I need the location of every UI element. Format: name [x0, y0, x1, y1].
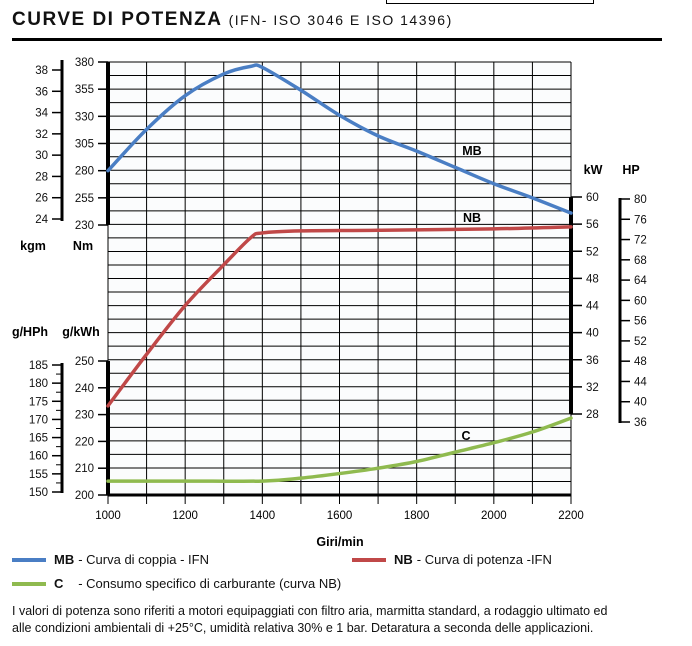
- legend-mb: MB - Curva di coppia - IFN: [12, 552, 209, 567]
- kgm-tick-label: 24: [35, 214, 48, 226]
- x-axis-label: Giri/min: [316, 535, 363, 549]
- kw-unit-label: kW: [584, 163, 603, 177]
- ghph-tick-label: 160: [29, 451, 48, 463]
- legend-c: C - Consumo specifico di carburante (cur…: [12, 576, 341, 591]
- kw-tick-label: 52: [586, 246, 599, 258]
- x-tick-label: 1600: [327, 510, 353, 522]
- x-tick-label: 1400: [250, 510, 276, 522]
- hp-tick-label: 68: [634, 255, 647, 267]
- kw-tick-label: 28: [586, 409, 599, 421]
- ghph-tick-label: 150: [29, 487, 48, 499]
- kw-tick-label: 60: [586, 192, 599, 204]
- series-line-c: [106, 416, 573, 484]
- title-rule: [12, 38, 662, 41]
- kgm-unit-label: kgm: [20, 239, 46, 253]
- x-tick-label: 2200: [558, 510, 584, 522]
- x-tick-label: 1800: [404, 510, 430, 522]
- kgm-tick-label: 34: [35, 108, 48, 120]
- ghph-tick-label: 165: [29, 433, 48, 445]
- nm-tick-label: 280: [75, 166, 94, 178]
- hp-unit-label: HP: [622, 163, 639, 177]
- subtitle-text: (IFN- ISO 3046 E ISO 14396): [228, 12, 453, 28]
- series-label-mb: MB: [462, 144, 481, 158]
- kgm-tick-label: 26: [35, 193, 48, 205]
- hp-tick-label: 56: [634, 316, 647, 328]
- hp-tick-label: 60: [634, 295, 647, 307]
- x-tick-label: 1200: [172, 510, 198, 522]
- legend-swatch-nb: [352, 557, 386, 562]
- series-line-nb: [106, 225, 573, 408]
- hp-tick-label: 72: [634, 235, 647, 247]
- ghph-tick-label: 175: [29, 396, 48, 408]
- power-curve-chart: 380 355 330 305 280 255 230 38 36 34 32 30 28 26 24 250…: [12, 57, 647, 549]
- title-text: CURVE DI POTENZA: [12, 9, 222, 30]
- kgm-tick-label: 36: [35, 86, 48, 98]
- nm-tick-label: 255: [75, 193, 94, 205]
- series-label-c: C: [461, 429, 470, 443]
- ghph-tick-label: 180: [29, 378, 48, 390]
- kgm-tick-label: 28: [35, 171, 48, 183]
- hp-tick-label: 40: [634, 397, 647, 409]
- hp-tick-label: 52: [634, 336, 647, 348]
- legend-text: - Curva di potenza -IFN: [416, 552, 552, 567]
- gkwh-tick-label: 250: [75, 356, 94, 368]
- legend-key: NB: [394, 552, 413, 567]
- legend-text: - Consumo specifico di carburante (curva…: [67, 576, 342, 591]
- kgm-tick-label: 32: [35, 129, 48, 141]
- legend-swatch-mb: [12, 557, 46, 562]
- legend-text: - Curva di coppia - IFN: [78, 552, 209, 567]
- nm-tick-label: 305: [75, 139, 94, 151]
- series-label-nb: NB: [463, 211, 481, 225]
- ghph-tick-label: 155: [29, 469, 48, 481]
- kw-tick-label: 40: [586, 328, 599, 340]
- x-tick-label: 1000: [95, 510, 121, 522]
- ghph-tick-label: 185: [29, 360, 48, 372]
- hp-tick-label: 36: [634, 417, 647, 429]
- chart-title: CURVE DI POTENZA (IFN- ISO 3046 E ISO 14…: [12, 9, 453, 31]
- nm-tick-label: 330: [75, 111, 94, 123]
- footnote-line: alle condizioni ambientali di +25°C, umi…: [12, 621, 594, 635]
- gkwh-tick-label: 230: [75, 410, 94, 422]
- gkwh-tick-label: 210: [75, 463, 94, 475]
- legend-nb: NB - Curva di potenza -IFN: [352, 552, 552, 567]
- nm-unit-label: Nm: [73, 239, 93, 253]
- nm-tick-label: 230: [75, 220, 94, 232]
- gkwh-tick-label: 220: [75, 436, 94, 448]
- nm-tick-label: 355: [75, 84, 94, 96]
- legend-swatch-c: [12, 581, 46, 586]
- hp-tick-label: 80: [634, 194, 647, 206]
- kgm-tick-label: 38: [35, 65, 48, 77]
- gkwh-tick-label: 240: [75, 383, 94, 395]
- kw-tick-label: 56: [586, 219, 599, 231]
- legend-key: MB: [54, 552, 75, 567]
- ghph-tick-label: 170: [29, 414, 48, 426]
- kw-tick-label: 48: [586, 273, 599, 285]
- kw-tick-label: 36: [586, 355, 599, 367]
- gkwh-tick-label: 200: [75, 490, 94, 502]
- x-tick-label: 2000: [481, 510, 507, 522]
- legend-key: C: [54, 576, 64, 591]
- hp-tick-label: 76: [634, 214, 647, 226]
- hp-tick-label: 48: [634, 356, 647, 368]
- kw-tick-label: 44: [586, 301, 599, 313]
- footnote-line: I valori di potenza sono riferiti a moto…: [12, 604, 608, 618]
- footnote: I valori di potenza sono riferiti a moto…: [12, 603, 682, 637]
- series-line-mb: [106, 63, 573, 215]
- nm-tick-label: 380: [75, 57, 94, 69]
- hp-tick-label: 64: [634, 275, 647, 287]
- gkwh-unit-label: g/kWh: [62, 325, 100, 339]
- ghph-unit-label: g/HPh: [12, 325, 48, 339]
- hp-tick-label: 44: [634, 376, 647, 388]
- kgm-tick-label: 30: [35, 150, 48, 162]
- kw-tick-label: 32: [586, 382, 599, 394]
- header-box: [386, 0, 594, 4]
